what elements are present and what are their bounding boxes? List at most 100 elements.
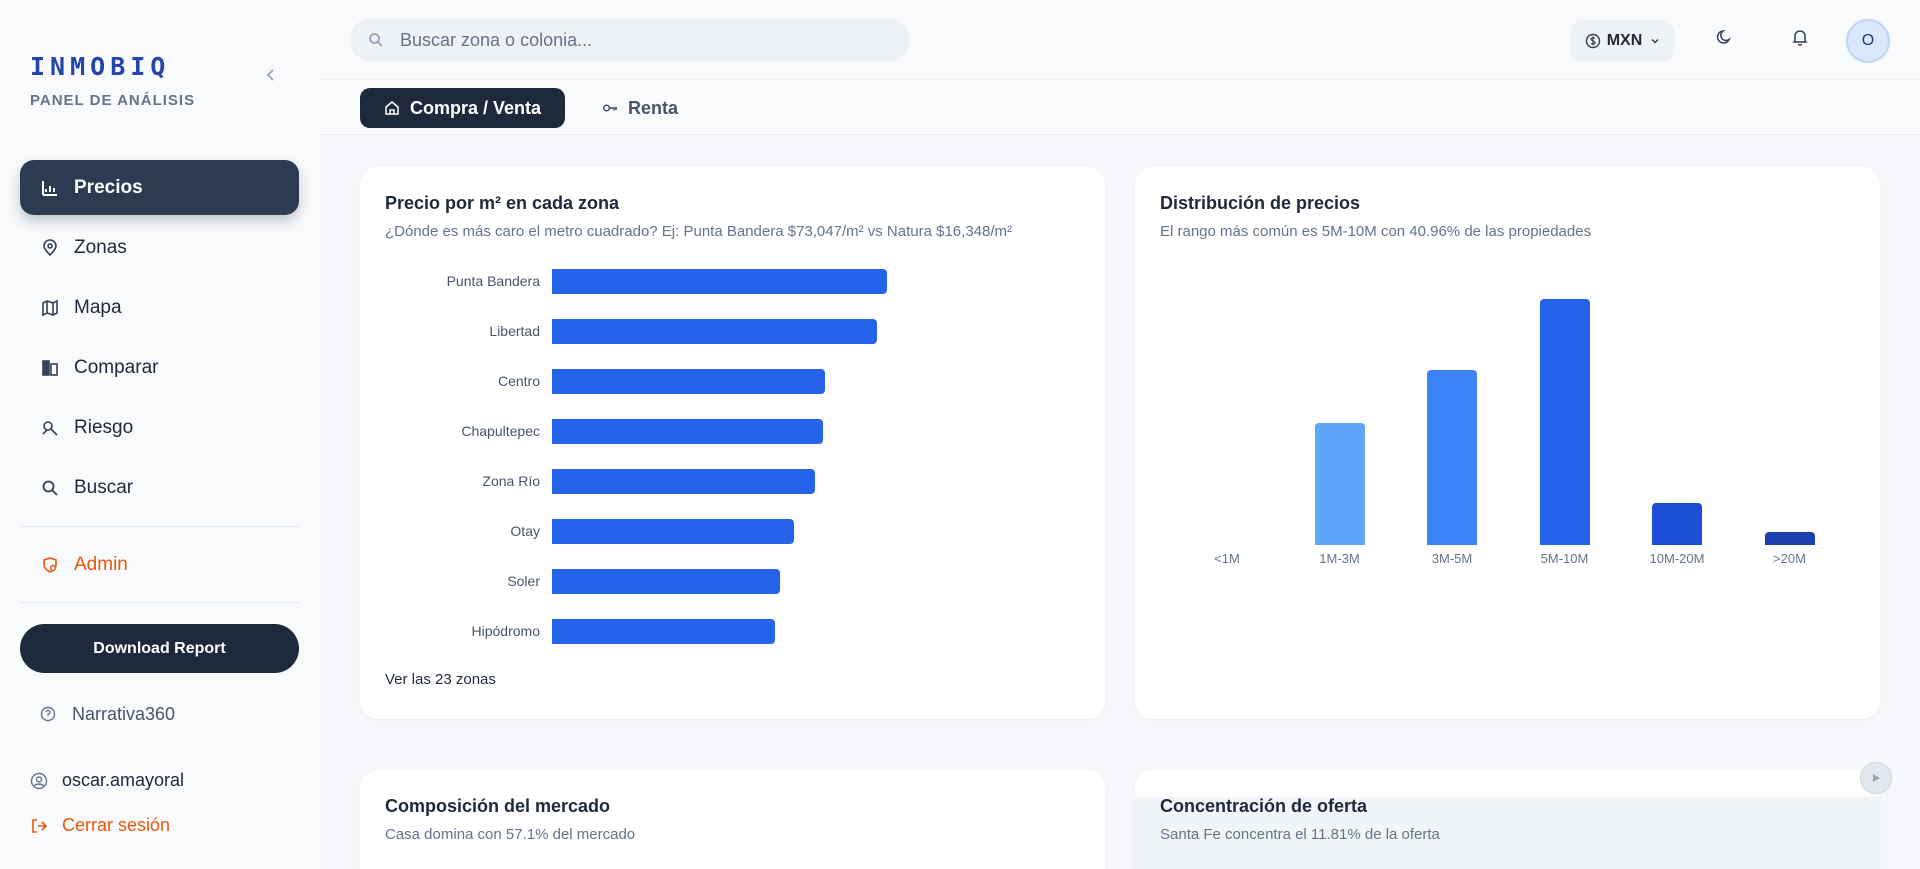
sidebar-item-riesgo[interactable]: Riesgo bbox=[20, 400, 299, 455]
bar[interactable] bbox=[552, 419, 823, 444]
download-report-button[interactable]: Download Report bbox=[20, 624, 299, 673]
compare-icon bbox=[40, 358, 60, 378]
tick-label: 5M-10M bbox=[1540, 551, 1589, 566]
bar-row: Otay bbox=[360, 519, 1100, 544]
card-title: Composición del mercado bbox=[385, 796, 611, 816]
market-composition-card: Composición del mercado Casa domina con … bbox=[360, 770, 1105, 869]
search-bar[interactable] bbox=[350, 18, 910, 62]
card-title: Concentración de oferta bbox=[1160, 796, 1368, 816]
bar[interactable] bbox=[552, 269, 887, 294]
home-icon bbox=[385, 101, 399, 115]
bar-label: Soler bbox=[507, 573, 540, 589]
bar[interactable] bbox=[552, 469, 815, 494]
bell-icon[interactable] bbox=[1790, 27, 1810, 47]
dark-mode-icon[interactable] bbox=[1715, 27, 1735, 47]
bar-label: Centro bbox=[497, 373, 540, 389]
view-all-zones-link[interactable]: Ver las 23 zonas bbox=[385, 671, 496, 688]
help-circle-icon bbox=[40, 706, 58, 724]
bar[interactable] bbox=[1652, 503, 1702, 545]
divider bbox=[20, 526, 299, 527]
bar-row: Libertad bbox=[360, 319, 1100, 344]
sidebar-item-label: Admin bbox=[74, 553, 128, 575]
sidebar-item-label: Zonas bbox=[74, 236, 127, 258]
tab-bar: Compra / Venta Renta bbox=[320, 80, 1920, 135]
bar-label: Hipódromo bbox=[471, 623, 540, 639]
narrativa-link[interactable]: Narrativa360 bbox=[40, 704, 175, 725]
sidebar-item-zonas[interactable]: Zonas bbox=[20, 220, 299, 275]
collapse-sidebar-icon[interactable] bbox=[264, 68, 278, 82]
logout-icon bbox=[30, 817, 48, 835]
card-subtitle: Santa Fe concentra el 11.81% de la ofert… bbox=[1160, 826, 1440, 843]
tick-label: <1M bbox=[1214, 551, 1240, 566]
bar-label: Punta Bandera bbox=[446, 273, 540, 289]
tab-renta[interactable]: Renta bbox=[590, 88, 702, 128]
bar-label: Otay bbox=[510, 523, 540, 539]
supply-concentration-card: Concentración de oferta Santa Fe concent… bbox=[1135, 770, 1880, 869]
user-profile[interactable]: oscar.amayoral bbox=[30, 770, 184, 791]
tab-compra-venta[interactable]: Compra / Venta bbox=[360, 88, 566, 128]
bar[interactable] bbox=[552, 569, 780, 594]
bar[interactable] bbox=[1427, 370, 1477, 545]
currency-icon bbox=[1585, 33, 1600, 49]
currency-selector[interactable]: MXN bbox=[1571, 20, 1674, 62]
bar[interactable] bbox=[1539, 299, 1590, 545]
bar-row: Chapultepec bbox=[360, 419, 1100, 444]
price-distribution-chart: <1M 1M-3M 3M-5M 5M-10M 10M-20M >20M bbox=[1135, 167, 1880, 719]
sidebar-item-label: Comparar bbox=[74, 356, 159, 378]
tab-label: Renta bbox=[628, 97, 679, 118]
currency-label: MXN bbox=[1606, 32, 1643, 49]
card-subtitle: ¿Dónde es más caro el metro cuadrado? Ej… bbox=[385, 223, 1013, 240]
map-icon bbox=[40, 298, 60, 318]
narrativa-label: Narrativa360 bbox=[72, 704, 176, 724]
bar[interactable] bbox=[552, 319, 877, 344]
bar[interactable] bbox=[552, 619, 775, 644]
play-icon[interactable] bbox=[1860, 762, 1892, 794]
bar-row: Hipódromo bbox=[360, 619, 1100, 644]
search-icon bbox=[369, 33, 383, 47]
bar[interactable] bbox=[1764, 532, 1815, 545]
sidebar-item-label: Buscar bbox=[74, 476, 134, 498]
brand-subtitle: PANEL DE ANÁLISIS bbox=[30, 92, 196, 109]
tick-label: 10M-20M bbox=[1649, 551, 1705, 566]
card-subtitle: Casa domina con 57.1% del mercado bbox=[385, 826, 636, 843]
sidebar-item-comparar[interactable]: Comparar bbox=[20, 340, 299, 395]
card-title: Precio por m² en cada zona bbox=[385, 193, 620, 213]
divider bbox=[20, 602, 299, 603]
sidebar-item-mapa[interactable]: Mapa bbox=[20, 280, 299, 335]
bar-label: Libertad bbox=[489, 323, 540, 339]
map-pin-icon bbox=[40, 238, 60, 258]
bar-label: Chapultepec bbox=[461, 423, 540, 439]
tab-label: Compra / Venta bbox=[410, 97, 542, 118]
search-input[interactable] bbox=[400, 29, 880, 51]
tick-label: >20M bbox=[1773, 551, 1806, 566]
card-title: Distribución de precios bbox=[1160, 193, 1361, 213]
sidebar-item-buscar[interactable]: Buscar bbox=[20, 460, 299, 515]
username: oscar.amayoral bbox=[62, 770, 185, 790]
tick-label: 3M-5M bbox=[1431, 551, 1473, 566]
risk-icon bbox=[40, 418, 60, 438]
sidebar-item-label: Precios bbox=[74, 176, 143, 198]
user-icon bbox=[30, 772, 48, 790]
bar-row: Punta Bandera bbox=[360, 269, 1100, 294]
bar[interactable] bbox=[552, 519, 794, 544]
price-per-m2-card: Precio por m² en cada zona ¿Dónde es más… bbox=[360, 167, 1105, 719]
bar[interactable] bbox=[1314, 423, 1365, 545]
bar[interactable] bbox=[552, 369, 825, 394]
tick-label: 1M-3M bbox=[1319, 551, 1360, 566]
logout-button[interactable]: Cerrar sesión bbox=[30, 815, 170, 836]
bar-row: Soler bbox=[360, 569, 1100, 594]
avatar[interactable]: O bbox=[1846, 19, 1890, 63]
brand-logo: INMOBIQ bbox=[30, 52, 171, 81]
sidebar-item-label: Mapa bbox=[74, 296, 122, 318]
sidebar-item-precios[interactable]: Precios bbox=[20, 160, 299, 215]
price-distribution-card: Distribución de precios El rango más com… bbox=[1135, 167, 1880, 719]
bar-row: Zona Río bbox=[360, 469, 1100, 494]
admin-shield-icon bbox=[40, 555, 60, 575]
sidebar-item-label: Riesgo bbox=[74, 416, 134, 438]
sidebar-item-admin[interactable]: Admin bbox=[20, 537, 299, 592]
card-subtitle: El rango más común es 5M-10M con 40.96% … bbox=[1160, 223, 1592, 240]
chart-icon bbox=[40, 178, 60, 198]
top-bar: MXN O bbox=[320, 0, 1920, 80]
bar-label: Zona Río bbox=[482, 473, 540, 489]
chevron-down-icon bbox=[1651, 38, 1659, 44]
